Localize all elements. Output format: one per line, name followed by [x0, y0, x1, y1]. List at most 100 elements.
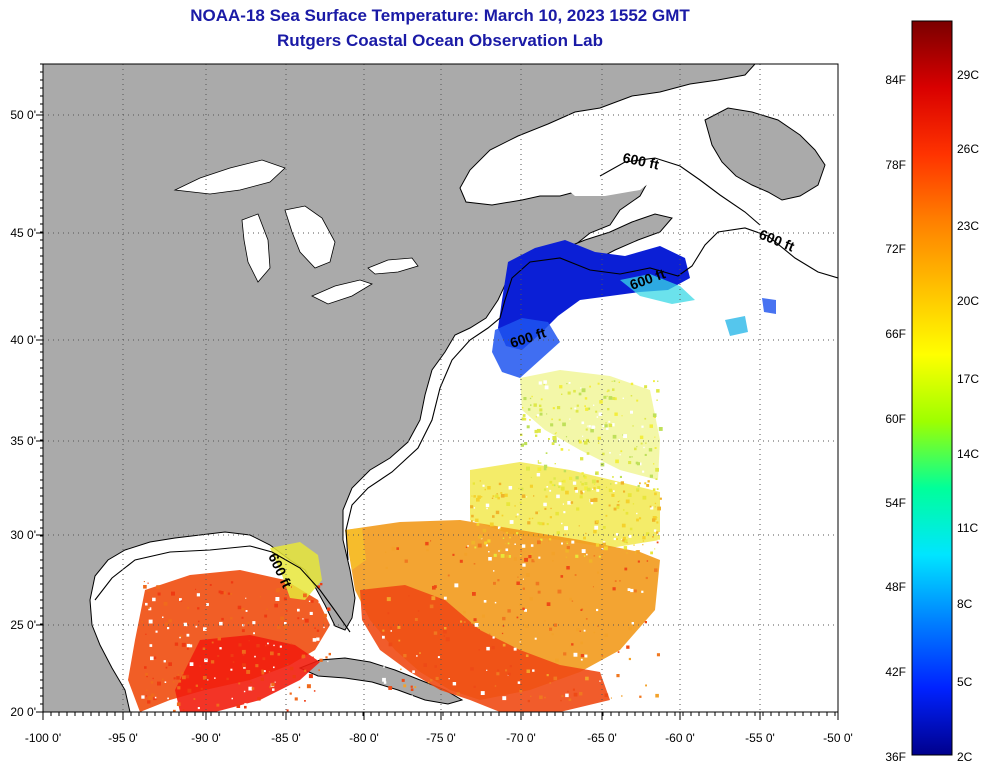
- sst-pixel: [177, 686, 181, 690]
- sst-pixel: [318, 601, 321, 604]
- sst-pixel: [593, 529, 597, 534]
- sst-pixel: [531, 559, 535, 563]
- sst-pixel: [625, 667, 628, 670]
- sst-pixel: [390, 630, 392, 632]
- sst-pixel: [222, 591, 226, 595]
- sst-pixel: [168, 619, 172, 623]
- sst-pixel: [460, 620, 463, 623]
- sst-pixel: [520, 536, 522, 539]
- sst-pixel: [611, 493, 615, 497]
- sst-pixel: [528, 517, 531, 520]
- sst-pixel: [257, 697, 261, 701]
- sst-pixel: [152, 677, 154, 680]
- sst-pixel: [473, 507, 476, 509]
- sst-pixel: [563, 652, 567, 656]
- sst-pixel: [186, 647, 189, 650]
- sst-pixel: [180, 635, 183, 638]
- sst-pixel: [143, 581, 145, 583]
- sst-pixel: [654, 502, 657, 505]
- sst-pixel: [308, 674, 313, 679]
- sst-pixel: [543, 380, 547, 384]
- sst-pixel: [588, 441, 590, 443]
- sst-pixel: [501, 632, 504, 635]
- sst-pixel: [652, 488, 656, 491]
- sst-pixel: [494, 685, 497, 687]
- sst-pixel: [561, 393, 563, 395]
- sst-pixel: [146, 675, 148, 678]
- sst-pixel: [582, 490, 585, 493]
- sst-pixel: [209, 584, 212, 586]
- sst-pixel: [473, 685, 476, 688]
- sst-pixel: [549, 489, 552, 492]
- sst-pixel: [565, 436, 568, 438]
- sst-pixel: [551, 483, 554, 486]
- sst-pixel: [211, 641, 214, 644]
- sst-pixel: [580, 453, 585, 458]
- sst-pixel: [269, 685, 272, 689]
- sst-pixel: [623, 539, 628, 543]
- sst-pixel: [323, 613, 327, 618]
- sst-pixel: [553, 623, 557, 627]
- sst-pixel: [183, 622, 187, 627]
- sst-pixel: [479, 480, 481, 482]
- sst-pixel: [644, 482, 647, 485]
- sst-pixel: [584, 397, 588, 400]
- lat-tick-label: 30 0': [10, 528, 36, 542]
- sst-pixel: [275, 597, 280, 601]
- sst-pixel: [631, 456, 633, 458]
- sst-pixel: [464, 552, 468, 556]
- sst-pixel: [585, 407, 589, 411]
- sst-pixel: [410, 688, 414, 691]
- colorbar-f-label: 48F: [885, 580, 906, 594]
- sst-pixel: [566, 546, 570, 550]
- sst-pixel: [141, 620, 144, 623]
- sst-pixel: [625, 499, 630, 504]
- sst-pixel: [558, 485, 561, 488]
- sst-pixel: [508, 555, 511, 558]
- colorbar-c-label: 5C: [957, 675, 973, 689]
- sst-pixel: [507, 542, 510, 545]
- sst-pixel: [480, 691, 485, 695]
- sst-pixel: [467, 545, 469, 547]
- sst-pixel: [565, 490, 569, 495]
- sst-pixel: [591, 479, 596, 484]
- sst-pixel: [586, 425, 588, 427]
- sst-pixel: [590, 502, 594, 505]
- sst-pixel: [502, 616, 506, 621]
- sst-pixel: [644, 484, 647, 487]
- sst-pixel: [615, 459, 619, 464]
- sst-pixel: [584, 486, 588, 491]
- sst-pixel: [304, 669, 307, 672]
- sst-pixel: [645, 576, 648, 580]
- sst-pixel: [584, 482, 588, 486]
- sst-pixel: [608, 420, 611, 423]
- sst-pixel: [163, 660, 166, 663]
- sst-pixel: [537, 521, 541, 525]
- sst-pixel: [526, 669, 530, 673]
- sst-pixel: [589, 457, 594, 461]
- sst-pixel: [552, 436, 557, 440]
- lon-tick-label: -100 0': [25, 731, 61, 745]
- sst-pixel: [495, 494, 499, 498]
- sst-pixel: [546, 523, 549, 526]
- sst-pixel: [431, 596, 436, 601]
- sst-pixel: [494, 601, 497, 604]
- sst-pixel: [148, 607, 152, 611]
- sst-pixel: [532, 669, 535, 672]
- sst-pixel: [621, 538, 623, 540]
- sst-pixel: [626, 542, 628, 544]
- sst-pixel: [585, 676, 589, 681]
- sst-pixel: [505, 532, 508, 534]
- sst-pixel: [657, 532, 660, 535]
- sst-pixel: [195, 588, 197, 590]
- sst-pixel: [654, 568, 658, 572]
- sst-pixel: [500, 494, 505, 498]
- sst-pixel: [537, 467, 542, 471]
- sst-pixel: [548, 438, 550, 440]
- sst-pixel: [655, 607, 660, 611]
- sst-pixel: [650, 506, 654, 510]
- sst-pixel: [550, 507, 552, 510]
- sst-pixel: [482, 528, 487, 533]
- sst-pixel: [650, 551, 653, 555]
- sst-pixel: [241, 616, 244, 619]
